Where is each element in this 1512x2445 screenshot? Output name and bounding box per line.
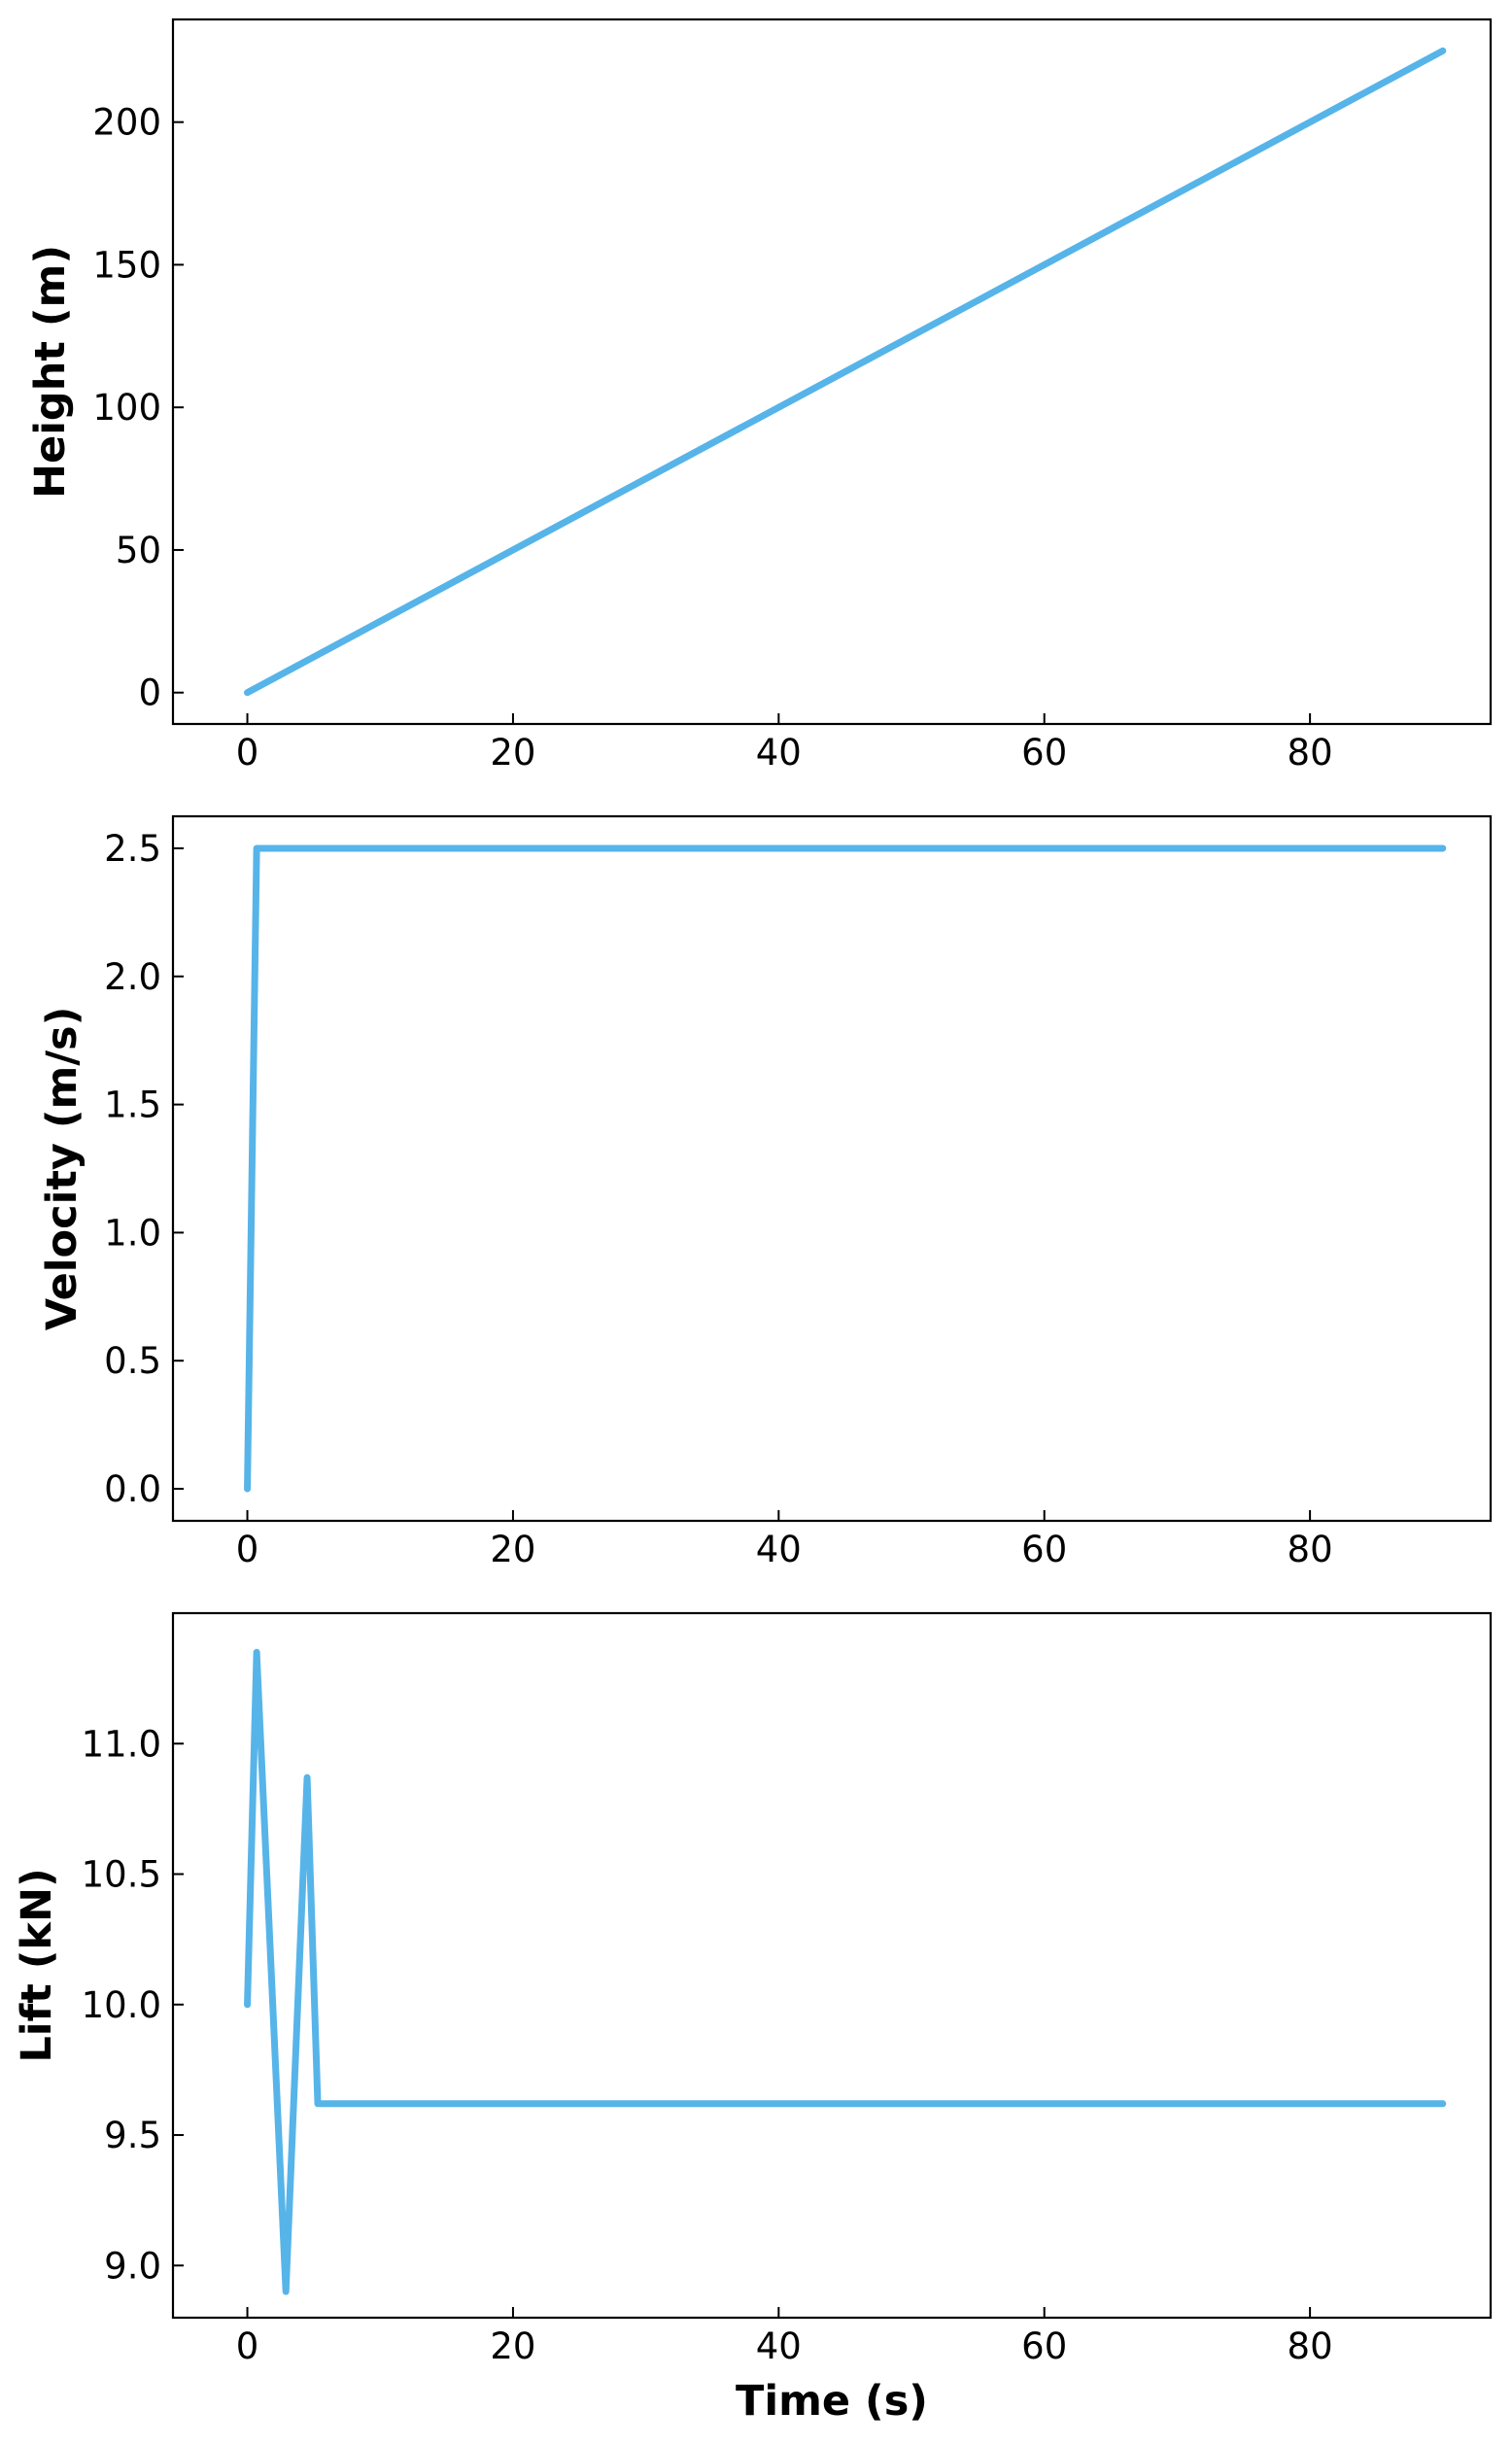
- y-tick-label: 1.0: [104, 1212, 161, 1254]
- y-tick-label: 0.5: [104, 1340, 161, 1382]
- y-tick-label: 2.0: [104, 956, 161, 998]
- plot-frame: [171, 17, 1493, 726]
- x-tick-label: 0: [236, 1529, 259, 1570]
- x-tick-label: 60: [1021, 732, 1067, 774]
- subplot-3: 0 20 40 60 80 9.0 9.5 10.0 10.5 11.0 Lift (kN) Time…: [13, 1611, 1493, 2426]
- y-tick-label: 9.0: [104, 2245, 161, 2287]
- x-tick-label: 80: [1288, 1529, 1333, 1570]
- x-tick-label: 0: [236, 2325, 259, 2367]
- x-tick-label: 40: [756, 1529, 802, 1570]
- y-axis-label: Velocity (m/s): [38, 1007, 86, 1331]
- x-axis-label: Time (s): [736, 2377, 928, 2426]
- y-tick-label: 11.0: [82, 1723, 161, 1765]
- series-line: [244, 844, 1447, 1493]
- series-line: [244, 1648, 1447, 2295]
- y-tick-label: 1.5: [104, 1085, 161, 1126]
- y-tick-label: 100: [92, 387, 161, 429]
- y-tick-label: 0: [138, 672, 161, 714]
- y-tick-label: 50: [116, 530, 161, 571]
- y-tick-label: 2.5: [104, 828, 161, 870]
- plot-frame: [171, 814, 1493, 1523]
- x-tick-label: 20: [490, 1529, 535, 1570]
- x-tick-label: 80: [1288, 732, 1333, 774]
- x-tick-label: 20: [490, 732, 535, 774]
- x-tick-label: 60: [1021, 2325, 1067, 2367]
- y-axis-label: Lift (kN): [13, 1868, 61, 2062]
- x-tick-label: 40: [756, 2325, 802, 2367]
- x-tick-label: 0: [236, 732, 259, 774]
- y-axis-label: Height (m): [26, 245, 75, 499]
- series-line: [244, 47, 1447, 697]
- x-tick-label: 80: [1288, 2325, 1333, 2367]
- subplot-2: 0 20 40 60 80 0.0 0.5 1.0 1.5 2.0 2.5 Velocity (m/s…: [38, 814, 1493, 1570]
- y-tick-label: 0.0: [104, 1468, 161, 1510]
- y-tick-label: 10.0: [82, 1984, 161, 2026]
- x-tick-label: 40: [756, 732, 802, 774]
- plot-frame: [171, 1611, 1493, 2320]
- x-tick-label: 60: [1021, 1529, 1067, 1570]
- y-tick-label: 9.5: [104, 2115, 161, 2156]
- x-tick-label: 20: [490, 2325, 535, 2367]
- y-tick-label: 200: [92, 102, 161, 144]
- y-tick-label: 150: [92, 244, 161, 286]
- subplot-1: 0 20 40 60 80 0 50 100 150 200 Height (m): [26, 17, 1493, 774]
- y-tick-label: 10.5: [82, 1854, 161, 1896]
